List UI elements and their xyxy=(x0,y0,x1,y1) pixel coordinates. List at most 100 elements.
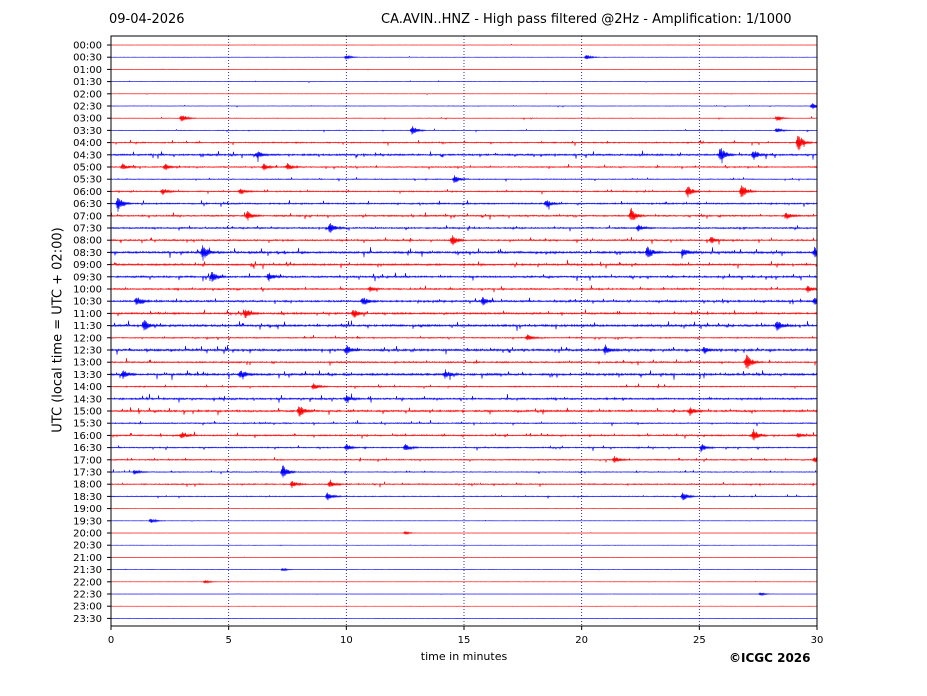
y-tick-label: 10:00 xyxy=(73,285,102,296)
y-tick-label: 23:30 xyxy=(73,614,102,625)
trace-0330 xyxy=(110,126,818,135)
y-tick-label: 11:00 xyxy=(73,309,102,320)
y-tick-label: 06:00 xyxy=(73,187,102,198)
trace-0900 xyxy=(110,259,818,270)
y-tick-label: 00:30 xyxy=(73,53,102,64)
x-axis-ticks: 0 5 10 15 20 25 30 xyxy=(108,626,824,646)
y-tick-label: 20:30 xyxy=(73,541,102,552)
trace-2300 xyxy=(110,605,818,607)
y-tick-label: 17:30 xyxy=(73,468,102,479)
trace-2200 xyxy=(110,579,818,584)
y-tick-label: 10:30 xyxy=(73,297,102,308)
trace-1630 xyxy=(110,444,818,453)
trace-0200 xyxy=(110,92,818,96)
y-tick-label: 16:00 xyxy=(73,431,102,442)
trace-1300 xyxy=(110,354,818,370)
y-tick-label: 15:00 xyxy=(73,407,102,418)
trace-0000 xyxy=(110,43,818,46)
trace-0800 xyxy=(110,235,818,246)
trace-0600 xyxy=(110,185,818,198)
y-tick-label: 01:30 xyxy=(73,77,102,88)
chart-title: CA.AVIN..HNZ - High pass filtered @2Hz -… xyxy=(381,12,792,27)
y-tick-label: 04:00 xyxy=(73,138,102,149)
trace-0100 xyxy=(110,68,818,71)
y-tick-label: 05:30 xyxy=(73,175,102,186)
y-tick-label: 19:00 xyxy=(73,504,102,515)
chart-date: 09-04-2026 xyxy=(109,12,185,27)
y-tick-label: 20:00 xyxy=(73,529,102,540)
trace-0130 xyxy=(110,80,818,84)
x-tick-label: 25 xyxy=(693,635,706,646)
y-tick-label: 17:00 xyxy=(73,455,102,466)
y-tick-label: 19:30 xyxy=(73,516,102,527)
trace-1030 xyxy=(110,297,818,306)
y-tick-label: 13:00 xyxy=(73,358,102,369)
y-tick-label: 09:30 xyxy=(73,272,102,283)
y-tick-label: 15:30 xyxy=(73,419,102,430)
x-tick-label: 20 xyxy=(575,635,588,646)
y-tick-label: 00:00 xyxy=(73,41,102,52)
y-tick-label: 05:00 xyxy=(73,163,102,174)
y-tick-label: 01:00 xyxy=(73,65,102,76)
trace-1900 xyxy=(110,507,818,510)
trace-1400 xyxy=(110,383,818,390)
trace-1730 xyxy=(110,465,818,478)
y-tick-label: 02:00 xyxy=(73,89,102,100)
y-tick-label: 06:30 xyxy=(73,199,102,210)
trace-1500 xyxy=(110,406,818,417)
y-tick-label: 04:30 xyxy=(73,150,102,161)
y-tick-label: 12:00 xyxy=(73,333,102,344)
y-tick-label: 13:30 xyxy=(73,370,102,381)
trace-2230 xyxy=(110,592,818,597)
trace-1700 xyxy=(110,455,818,463)
x-tick-label: 5 xyxy=(225,635,231,646)
y-tick-label: 14:00 xyxy=(73,382,102,393)
y-tick-label: 22:30 xyxy=(73,590,102,601)
copyright-text: ©ICGC 2026 xyxy=(729,651,811,665)
trace-1430 xyxy=(110,393,818,404)
trace-0230 xyxy=(110,103,818,110)
x-axis-label: time in minutes xyxy=(420,650,508,663)
y-tick-label: 03:30 xyxy=(73,126,102,137)
trace-0030 xyxy=(110,54,818,60)
trace-0430 xyxy=(110,148,818,164)
y-tick-label: 18:30 xyxy=(73,492,102,503)
y-tick-label: 03:00 xyxy=(73,114,102,125)
y-tick-label: 23:00 xyxy=(73,602,102,613)
y-axis-label: UTC (local time = UTC + 02:00) xyxy=(50,227,66,433)
y-tick-label: 08:30 xyxy=(73,248,102,259)
trace-2100 xyxy=(110,556,818,558)
x-tick-label: 30 xyxy=(811,635,824,646)
y-tick-label: 11:30 xyxy=(73,321,102,332)
trace-0500 xyxy=(110,163,818,171)
y-tick-label: 02:30 xyxy=(73,102,102,113)
y-tick-label: 21:30 xyxy=(73,565,102,576)
trace-2000 xyxy=(110,530,818,536)
trace-1800 xyxy=(110,479,818,489)
y-tick-label: 09:00 xyxy=(73,260,102,271)
y-tick-label: 12:30 xyxy=(73,346,102,357)
y-tick-label: 21:00 xyxy=(73,553,102,564)
trace-0400 xyxy=(110,135,818,151)
trace-1000 xyxy=(110,285,818,293)
y-tick-label: 14:30 xyxy=(73,394,102,405)
trace-0530 xyxy=(110,175,818,183)
trace-1200 xyxy=(110,334,818,341)
trace-0730 xyxy=(110,223,818,233)
trace-0930 xyxy=(110,271,818,282)
trace-1530 xyxy=(110,420,818,427)
trace-1330 xyxy=(110,369,818,381)
trace-2130 xyxy=(110,567,818,572)
trace-1230 xyxy=(110,344,818,355)
trace-0700 xyxy=(110,207,818,221)
trace-0630 xyxy=(110,197,818,212)
y-tick-label: 18:00 xyxy=(73,480,102,491)
y-tick-label: 16:30 xyxy=(73,443,102,454)
trace-1600 xyxy=(110,429,818,441)
x-tick-label: 0 xyxy=(108,635,114,646)
trace-2030 xyxy=(110,544,818,547)
trace-1130 xyxy=(110,320,818,332)
trace-1830 xyxy=(110,492,818,501)
grid-lines xyxy=(228,36,700,626)
